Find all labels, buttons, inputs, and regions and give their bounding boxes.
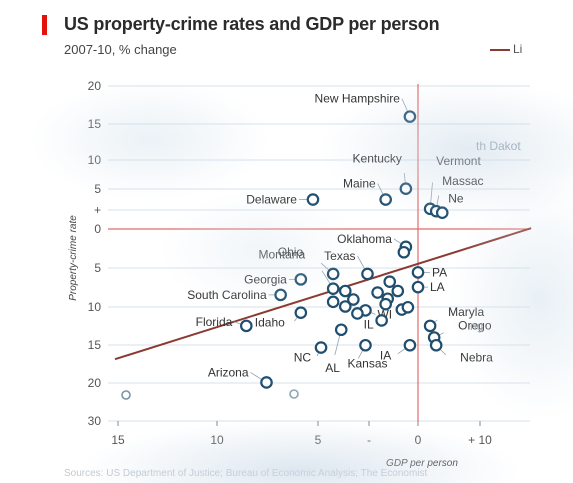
x-tick-label: -	[367, 433, 371, 447]
data-point	[274, 288, 287, 302]
data-point	[379, 193, 392, 206]
point-label: Ne	[448, 192, 464, 206]
data-point	[338, 284, 352, 298]
point-label: Nebra	[460, 350, 493, 364]
point-label: IL	[364, 317, 374, 331]
y-tick-label: 5	[94, 182, 101, 196]
y-tick-label: 15	[88, 117, 102, 131]
y-tick-label: +	[94, 203, 101, 217]
trend-line	[114, 227, 532, 361]
data-point	[423, 319, 437, 333]
point-label: New Hampshire	[315, 92, 401, 106]
data-point	[403, 110, 417, 123]
data-point	[294, 306, 308, 319]
x-tick-label: + 10	[468, 433, 492, 447]
point-label: Texas	[324, 249, 355, 263]
data-point	[326, 267, 340, 281]
data-point	[121, 390, 131, 400]
data-point	[411, 280, 425, 294]
point-label: NC	[294, 351, 312, 365]
data-point	[289, 389, 299, 399]
point-label: PA	[432, 265, 447, 279]
y-axis-label: Property-crime rate	[68, 215, 79, 301]
data-point	[391, 284, 405, 298]
point-label: Florida	[196, 315, 233, 329]
data-point	[435, 206, 449, 220]
point-label: Massac	[442, 174, 483, 188]
x-tick-label: 5	[315, 433, 322, 447]
y-tick-label: 20	[88, 79, 102, 93]
y-tick-label: 0	[94, 222, 101, 236]
data-point	[397, 245, 411, 259]
partial-label: ng	[470, 319, 483, 333]
data-point	[240, 319, 253, 333]
data-point	[351, 307, 364, 320]
x-tick-label: 10	[210, 433, 224, 447]
data-point	[399, 182, 413, 195]
point-label: Maine	[343, 177, 376, 191]
point-label: Idaho	[255, 316, 285, 330]
data-point	[371, 286, 384, 299]
data-point	[347, 293, 360, 306]
y-tick-label: 15	[88, 338, 102, 352]
data-point	[403, 338, 417, 352]
partial-label: th Dakot	[476, 139, 521, 153]
point-label: Georgia	[244, 272, 287, 286]
data-point	[379, 297, 392, 311]
data-point	[326, 282, 340, 295]
data-point	[334, 323, 348, 337]
data-point	[429, 338, 443, 352]
data-point	[326, 295, 340, 309]
data-point	[260, 376, 273, 389]
point-label: AL	[325, 361, 340, 375]
point-label: Vermont	[436, 154, 481, 168]
data-point	[375, 314, 388, 327]
data-point	[306, 193, 320, 206]
point-label: Montana	[258, 248, 305, 262]
point-label: Kentucky	[353, 152, 402, 166]
point-label: IA	[380, 348, 391, 362]
data-point	[401, 300, 415, 314]
data-point	[361, 267, 374, 281]
y-tick-label: 20	[88, 376, 102, 390]
point-label: Arizona	[208, 365, 249, 379]
data-point	[383, 275, 397, 288]
data-point	[314, 341, 328, 354]
y-tick-label: 30	[88, 414, 102, 428]
y-tick-label: 5	[94, 261, 101, 275]
y-tick-label: 10	[88, 300, 102, 314]
point-label: LA	[430, 280, 445, 294]
y-tick-label: 10	[88, 153, 102, 167]
point-label: Oklahoma	[337, 232, 392, 246]
data-point	[411, 266, 425, 279]
point-label: Maryla	[448, 305, 484, 319]
source-note: Sources: US Department of Justice; Burea…	[64, 468, 428, 479]
point-label: Delaware	[246, 193, 297, 207]
data-point	[359, 338, 372, 352]
x-tick-label: 15	[111, 433, 125, 447]
point-label: South Carolina	[187, 288, 267, 302]
x-tick-label: 0	[415, 433, 422, 447]
data-point	[294, 273, 308, 286]
